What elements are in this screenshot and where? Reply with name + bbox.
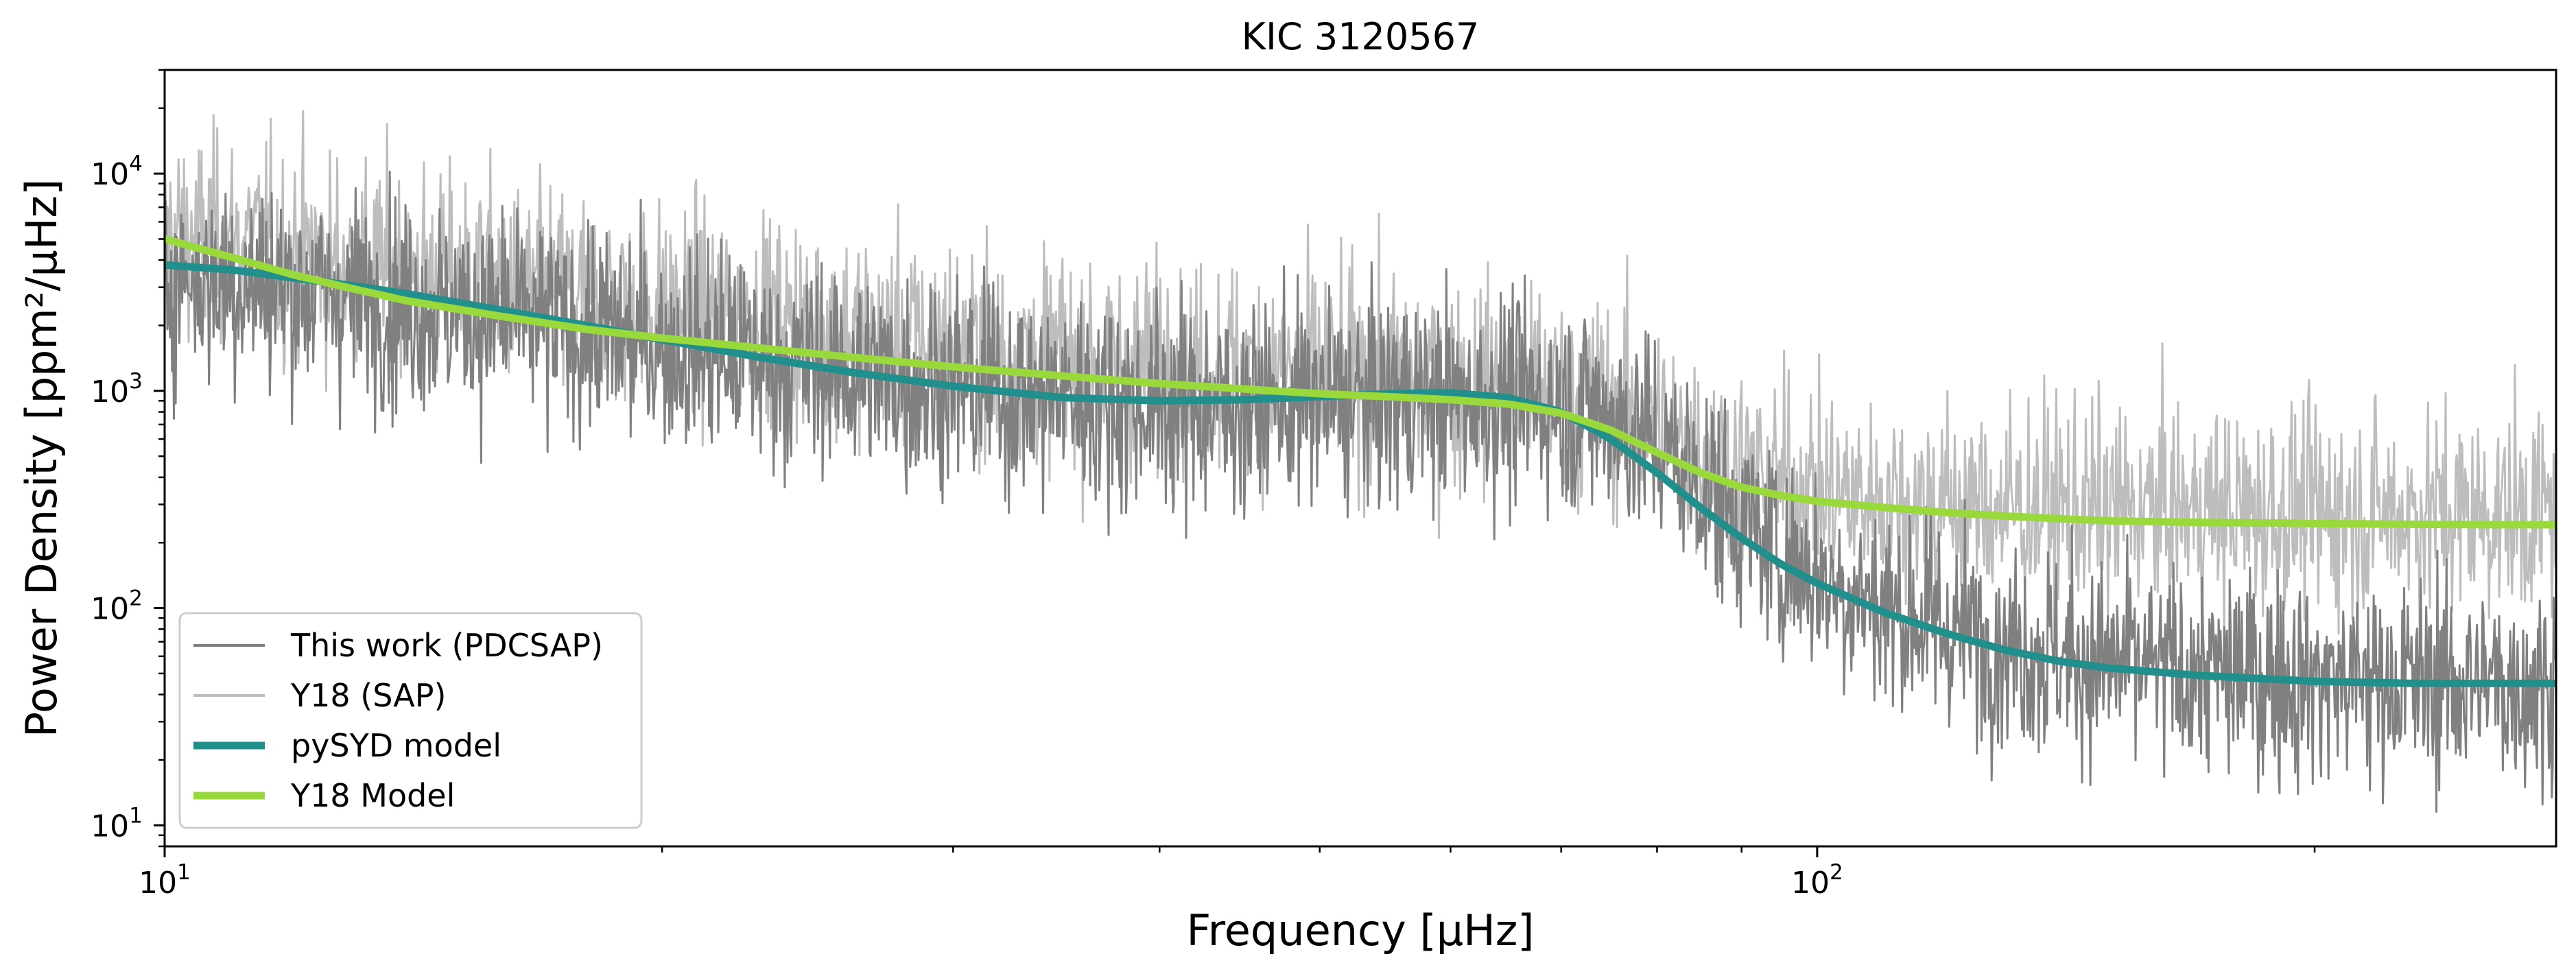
legend-label-y18-sap: Y18 (SAP) bbox=[290, 677, 446, 714]
x-tick-label: 101 bbox=[139, 860, 191, 901]
x-axis-label: Frequency [μHz] bbox=[1187, 905, 1535, 955]
legend-box bbox=[178, 612, 643, 829]
legend-label-y18-model: Y18 Model bbox=[290, 777, 455, 814]
plot-area bbox=[165, 110, 2556, 813]
y-tick-label: 101 bbox=[91, 803, 143, 844]
series-line-y18-model bbox=[165, 235, 2556, 529]
legend: This work (PDCSAP) Y18 (SAP) pySYD model… bbox=[178, 612, 643, 829]
axes-frame bbox=[163, 69, 2557, 848]
series-line-y18-sap bbox=[165, 110, 2556, 656]
x-tick-label: 102 bbox=[1791, 860, 1843, 901]
y-tick-label: 102 bbox=[91, 586, 143, 627]
legend-label-pysyd-model: pySYD model bbox=[291, 727, 501, 764]
series-line-this-work-pdcsap bbox=[165, 170, 2556, 813]
y-tick-label: 104 bbox=[91, 152, 143, 192]
y-axis-label: Power Density [ppm²/μHz] bbox=[16, 179, 67, 737]
y-tick-label: 103 bbox=[91, 369, 143, 409]
chart-title: KIC 3120567 bbox=[1242, 15, 1480, 58]
legend-label-pdcsap: This work (PDCSAP) bbox=[290, 627, 603, 664]
